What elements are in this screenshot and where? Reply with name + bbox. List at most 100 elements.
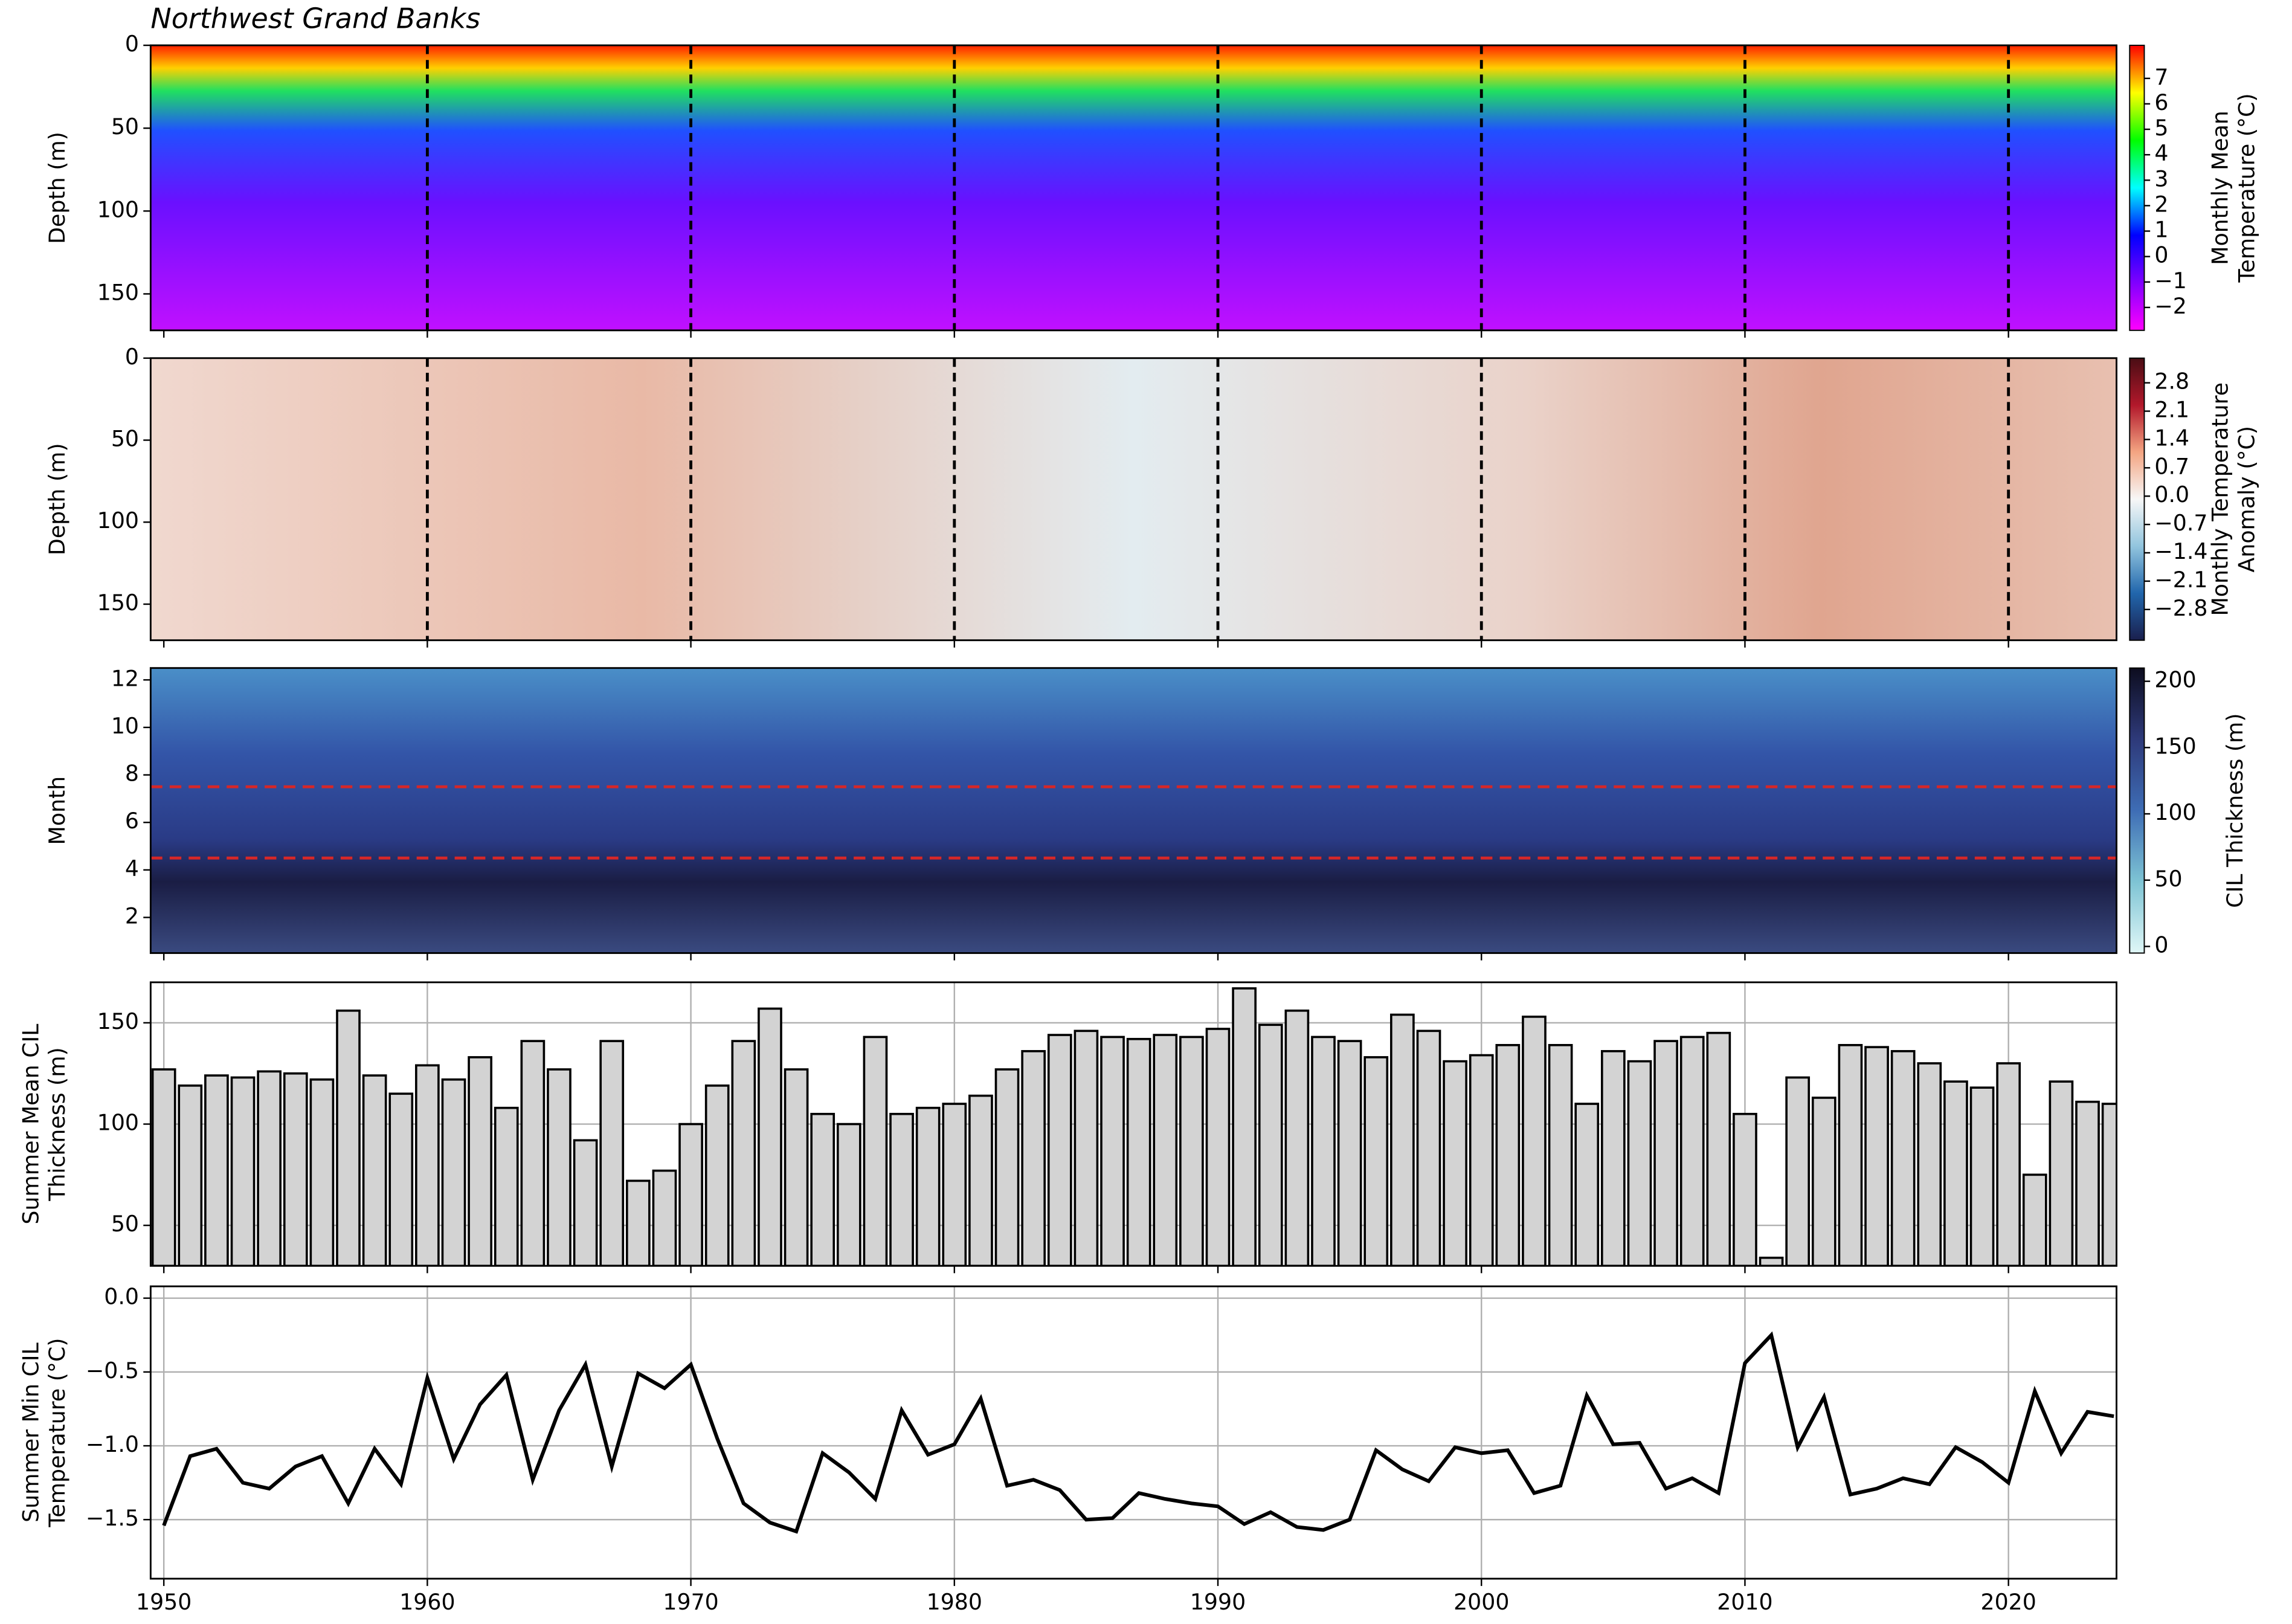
y-tick-label: 100 <box>97 1110 139 1136</box>
bar <box>836 1123 861 1266</box>
bar <box>731 1040 756 1266</box>
bar <box>1126 1037 1151 1266</box>
bar <box>1179 1036 1204 1266</box>
bar <box>1443 1060 1467 1266</box>
bar <box>1733 1112 1757 1266</box>
bar <box>468 1056 492 1266</box>
bar <box>336 1009 361 1266</box>
bar <box>1416 1030 1441 1266</box>
colorbar-tick-label: 200 <box>2154 667 2196 693</box>
colorbar-tick-label: 1 <box>2154 217 2168 243</box>
bar <box>388 1092 414 1266</box>
colorbar-tick-label: −0.7 <box>2154 510 2207 536</box>
bar <box>2101 1103 2117 1266</box>
bar <box>784 1068 809 1266</box>
y-tick-label: 150 <box>97 590 139 616</box>
bar <box>810 1112 835 1266</box>
heatmap-field <box>150 358 2117 640</box>
bar <box>1495 1043 1521 1266</box>
bar <box>1574 1103 1600 1266</box>
bar <box>2049 1080 2074 1266</box>
colorbar-tick-label: 7 <box>2154 64 2168 90</box>
y-tick-label: 150 <box>97 279 139 305</box>
bar <box>968 1094 993 1266</box>
colorbar <box>2129 357 2145 641</box>
bar <box>1890 1050 1916 1266</box>
bar <box>230 1076 256 1266</box>
y-tick-label: 8 <box>125 761 139 787</box>
bar <box>1469 1054 1494 1266</box>
bar <box>599 1040 625 1266</box>
colorbar-tick-label: 50 <box>2154 866 2182 892</box>
colorbar-tick-label: 6 <box>2154 89 2168 115</box>
bar <box>626 1179 651 1266</box>
bar <box>942 1103 967 1266</box>
bar <box>1232 987 1257 1266</box>
bar <box>547 1068 571 1266</box>
bar <box>704 1084 730 1266</box>
y-tick-label: −0.5 <box>86 1358 139 1384</box>
colorbar-tick-label: 4 <box>2154 140 2168 166</box>
bar <box>151 1068 176 1266</box>
panel <box>150 1286 2117 1579</box>
axes-frame <box>149 44 2117 332</box>
panel <box>150 982 2117 1266</box>
bar <box>283 1072 308 1266</box>
colorbar-tick-label: −2 <box>2154 293 2186 319</box>
bar <box>1021 1050 1046 1266</box>
bar <box>1969 1086 1995 1266</box>
colorbar-tick-label: 1.4 <box>2154 425 2189 451</box>
y-axis-label: Summer Min CIL <box>18 1342 43 1522</box>
bar <box>758 1007 782 1266</box>
colorbar-tick-label: −2.1 <box>2154 567 2207 593</box>
colorbar-tick-label: 100 <box>2154 799 2196 825</box>
axes-frame <box>149 667 2117 954</box>
bar <box>1627 1060 1652 1266</box>
bar <box>1258 1023 1283 1266</box>
x-tick-label: 1950 <box>136 1589 192 1615</box>
y-tick-label: 100 <box>97 196 139 222</box>
bar <box>257 1070 282 1266</box>
bar <box>652 1169 677 1266</box>
bar <box>1047 1034 1072 1266</box>
y-tick-label: 50 <box>111 426 139 452</box>
colorbar-tick-label: −2.8 <box>2154 595 2207 621</box>
colorbar-tick-label: 0.0 <box>2154 482 2189 507</box>
bar <box>1390 1013 1415 1266</box>
y-tick-label: 10 <box>111 713 139 739</box>
y-tick-label: 100 <box>97 507 139 533</box>
bar <box>2075 1100 2100 1266</box>
panel <box>150 668 2117 953</box>
colorbar-label: Monthly Temperature <box>2207 382 2233 616</box>
bar <box>1522 1016 1547 1266</box>
bar <box>1917 1062 1942 1266</box>
bar <box>1785 1076 1811 1266</box>
bar <box>1311 1036 1336 1266</box>
y-axis-label: Month <box>44 776 70 845</box>
y-tick-label: 0 <box>125 31 139 57</box>
bar <box>362 1074 387 1266</box>
bar <box>1811 1097 1836 1266</box>
y-axis-label: Temperature (°C) <box>44 1338 70 1527</box>
bar <box>1100 1036 1125 1266</box>
bar <box>520 1040 546 1266</box>
bar <box>494 1106 519 1266</box>
colorbar-tick-label: 3 <box>2154 166 2168 192</box>
colorbar-tick-label: 0 <box>2154 242 2168 268</box>
colorbar-label: CIL Thickness (m) <box>2222 713 2248 907</box>
bar <box>1838 1043 1863 1266</box>
colorbar <box>2129 667 2145 954</box>
colorbar-tick-label: 150 <box>2154 733 2196 759</box>
line <box>162 1331 2114 1534</box>
bar <box>1864 1046 1889 1266</box>
y-axis-label: Thickness (m) <box>44 1047 70 1202</box>
axes-frame <box>149 357 2117 642</box>
bar <box>1996 1062 2021 1266</box>
bar <box>1363 1056 1389 1266</box>
bar <box>863 1036 888 1266</box>
bar <box>1759 1257 1784 1266</box>
bar <box>678 1123 703 1266</box>
bar <box>994 1068 1020 1266</box>
bar <box>889 1112 914 1266</box>
